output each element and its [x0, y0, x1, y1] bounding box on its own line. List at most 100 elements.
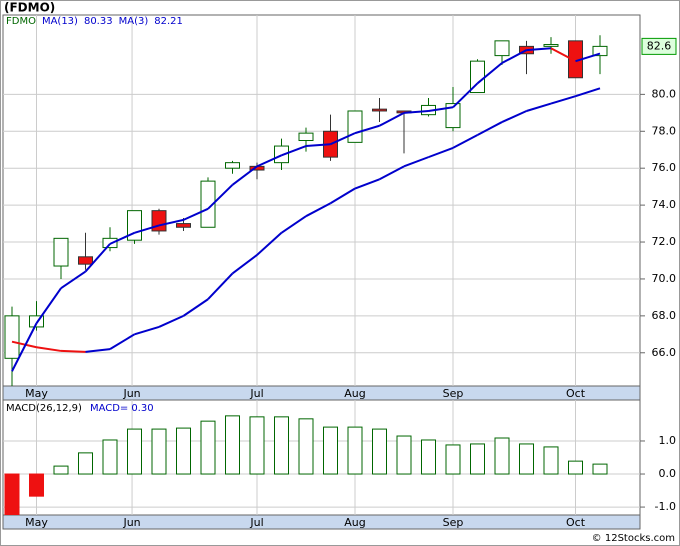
macd-bar [274, 416, 289, 475]
macd-bar [323, 426, 338, 475]
ma-line [207, 184, 234, 210]
y-tick-label: 1.0 [659, 434, 677, 447]
ma-line [281, 145, 307, 157]
ma-line [109, 231, 135, 245]
x-tick-label: Aug [344, 516, 365, 529]
candle-body [200, 180, 216, 228]
ma-line [329, 187, 356, 205]
macd-bar [29, 473, 44, 497]
x-tick-label: Oct [566, 516, 586, 529]
ma-line [550, 47, 576, 63]
macd-bar [347, 426, 363, 475]
ma-line [403, 156, 429, 168]
candle-body [347, 110, 363, 143]
date-band [2, 385, 641, 401]
ma-line [158, 314, 184, 328]
macd-bar [78, 452, 93, 475]
x-tick-label: May [25, 387, 48, 400]
macd-bar [568, 460, 583, 475]
ma-line [305, 143, 331, 148]
x-tick-label: Oct [566, 387, 586, 400]
x-tick-label: Jun [122, 516, 140, 529]
candle-body [176, 223, 191, 228]
ma-line [354, 124, 380, 135]
ma-line [183, 207, 209, 221]
macd-bar [543, 446, 559, 475]
x-tick-label: Jun [122, 387, 140, 400]
candle-body [592, 45, 608, 57]
ma-line [501, 49, 527, 64]
ma-line [379, 111, 405, 127]
price-panel [2, 14, 641, 387]
ma-line [134, 224, 160, 234]
ma-line [256, 232, 283, 256]
plot-area [3, 400, 640, 515]
plot-area [3, 15, 640, 386]
y-tick-label: 76.0 [652, 161, 677, 174]
candle-body [29, 315, 44, 328]
ma-line [354, 178, 380, 190]
ma-line [428, 106, 454, 112]
y-tick-label: 72.0 [652, 235, 677, 248]
ma-line [11, 340, 37, 349]
ma-line [477, 121, 503, 136]
legend-entry: 82.21 [154, 16, 183, 27]
macd-bar [102, 439, 118, 475]
footer: © 12Stocks.com [592, 533, 675, 544]
legend-entry: 80.33 [84, 16, 113, 27]
macd-bar [4, 473, 20, 515]
ma-line [36, 346, 62, 352]
ma-line [158, 218, 184, 227]
ma-line [256, 154, 282, 168]
y-tick-label: 80.0 [652, 87, 677, 100]
ma-line [35, 287, 62, 324]
macd-bar [176, 427, 191, 475]
y-tick-label: 0.0 [659, 467, 677, 480]
legend-entry: 0.30 [131, 403, 153, 414]
ma-line [526, 47, 552, 52]
candle-body [494, 40, 510, 57]
ma-line [428, 146, 454, 159]
y-tick-label: 66.0 [652, 346, 677, 359]
candle-body [372, 108, 387, 112]
legend-entry: MA(3) [119, 16, 149, 27]
ma-line [330, 132, 356, 146]
legend-entry: MACD(26,12,9) [6, 403, 82, 414]
y-tick-label: 70.0 [652, 272, 677, 285]
ma-line [60, 270, 87, 290]
price-box [641, 37, 677, 55]
ma-line [476, 62, 503, 85]
candle-body [78, 256, 93, 265]
ma-line [550, 95, 576, 105]
candle-body [4, 315, 20, 359]
ma-line [231, 254, 258, 275]
price-label: 82.6 [647, 39, 672, 52]
macd-bar [470, 443, 485, 475]
macd-bar [396, 435, 412, 475]
macd-bar [127, 428, 142, 475]
ma-line [452, 134, 478, 149]
ma-line [134, 325, 160, 336]
macd-bar [200, 420, 216, 475]
macd-bar [372, 428, 387, 475]
macd-bar [225, 415, 240, 475]
ma-line [182, 298, 209, 317]
candle-body [298, 132, 314, 142]
chart-title: (FDMO) [4, 1, 55, 15]
macd-bar [298, 418, 314, 475]
x-tick-label: Jul [249, 387, 263, 400]
ma-line [379, 165, 405, 181]
macd-bar [519, 443, 534, 475]
ma-line [403, 109, 429, 114]
ma-line [452, 82, 479, 109]
x-tick-label: Sep [443, 516, 464, 529]
candle-body [445, 103, 461, 129]
macd-bar [494, 437, 510, 475]
legend-entry: MACD= [90, 403, 128, 414]
macd-bar [151, 428, 167, 475]
y-tick-label: -1.0 [655, 500, 676, 513]
macd-bar [421, 439, 436, 475]
ma-line [526, 102, 552, 112]
ma-line [501, 110, 527, 123]
